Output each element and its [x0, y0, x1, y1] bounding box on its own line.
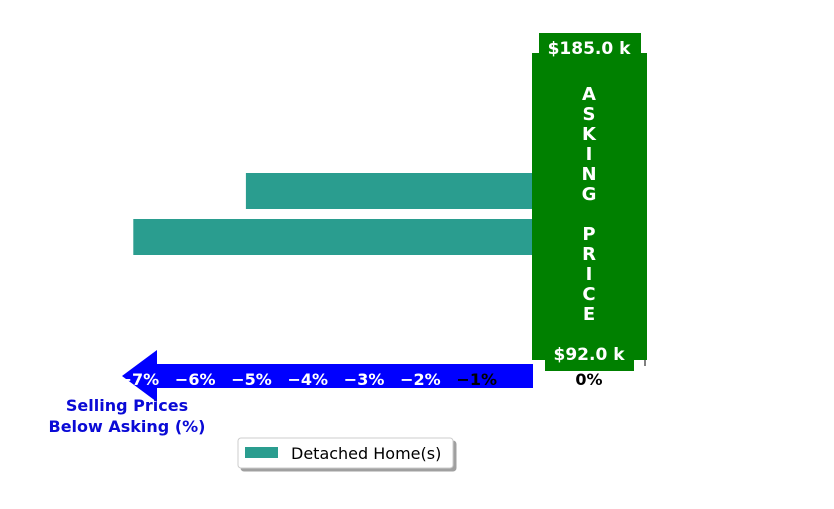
x-tick-labels: −7% −6% −5% −4% −3% −2% −1% 0% — [119, 370, 603, 389]
x-tick-label: −2% — [400, 370, 441, 389]
bar — [133, 219, 534, 255]
x-tick-label: −4% — [288, 370, 329, 389]
x-tick-label: −1% — [456, 370, 497, 389]
asking-price-max-label: $185.0 k — [548, 39, 632, 59]
asking-price-letter: G — [582, 184, 597, 205]
x-tick-label: 0% — [575, 370, 602, 389]
legend-swatch — [245, 447, 278, 458]
asking-price-letter: K — [582, 124, 597, 145]
asking-price-letter: I — [586, 264, 593, 285]
bar — [245, 173, 533, 209]
asking-price-letter: E — [583, 304, 595, 325]
legend-box — [237, 437, 454, 469]
asking-price-letter: P — [582, 224, 595, 245]
x-axis-label-line2: Below Asking (%) — [49, 417, 206, 436]
asking-price-letter: C — [582, 284, 595, 305]
legend-label: Detached Home(s) — [291, 444, 441, 463]
asking-price-max-tag — [539, 33, 641, 62]
asking-price-banner — [532, 53, 647, 360]
asking-price-letter: A — [582, 84, 596, 105]
asking-price-letter: I — [586, 144, 593, 165]
asking-price-min-tag — [545, 339, 634, 371]
bars-layer — [133, 173, 534, 255]
asking-price-letter: S — [583, 104, 596, 125]
asking-price-letter: R — [582, 244, 596, 265]
x-tick-label: −7% — [119, 370, 160, 389]
x-tick-label: −6% — [175, 370, 216, 389]
asking-price-min-label: $92.0 k — [554, 345, 626, 365]
axis-direction-arrow — [122, 350, 533, 402]
x-tick-label: −5% — [231, 370, 272, 389]
asking-price-letter: N — [581, 164, 596, 185]
x-tick-label: −3% — [344, 370, 385, 389]
x-axis-label-line1: Selling Prices — [66, 396, 188, 415]
legend: Detached Home(s) — [237, 437, 454, 469]
